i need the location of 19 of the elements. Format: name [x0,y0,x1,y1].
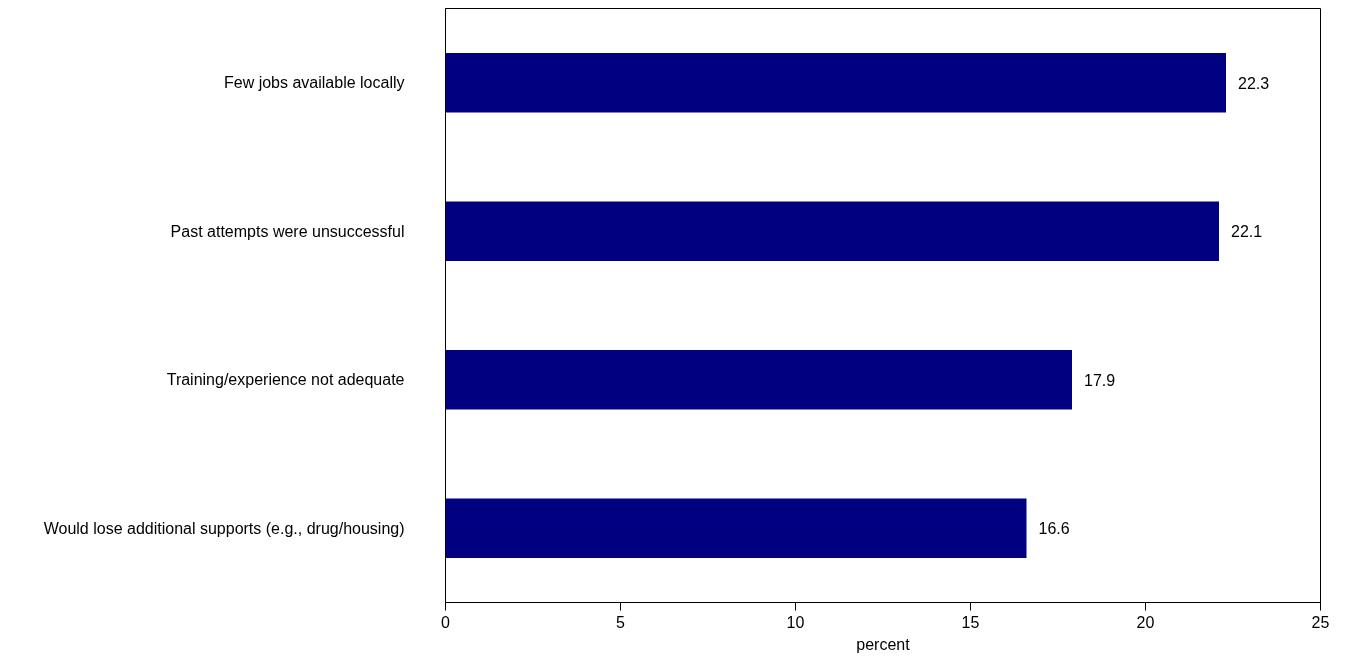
data-label: 16.6 [1038,520,1070,538]
bar [445,350,1072,410]
y-tick-label: Past attempts were unsuccessful [170,222,405,240]
y-tick-label: Training/experience not adequate [166,371,405,389]
x-tick-label: 0 [441,613,451,631]
y-tick-label: Few jobs available locally [223,74,405,92]
bar [445,498,1027,558]
bar [445,53,1226,113]
bar [445,201,1219,261]
y-tick-label: Would lose additional supports (e.g., drug/housing) [43,519,405,537]
x-tick-label: 10 [786,613,805,631]
x-tick-label: 20 [1136,613,1155,631]
data-label: 17.9 [1084,371,1116,389]
data-label: 22.1 [1231,223,1263,241]
x-axis-title: percent [856,635,911,653]
x-tick-label: 15 [961,613,980,631]
x-tick-label: 5 [616,613,626,631]
x-tick-label: 25 [1311,613,1330,631]
data-label: 22.3 [1238,74,1270,92]
